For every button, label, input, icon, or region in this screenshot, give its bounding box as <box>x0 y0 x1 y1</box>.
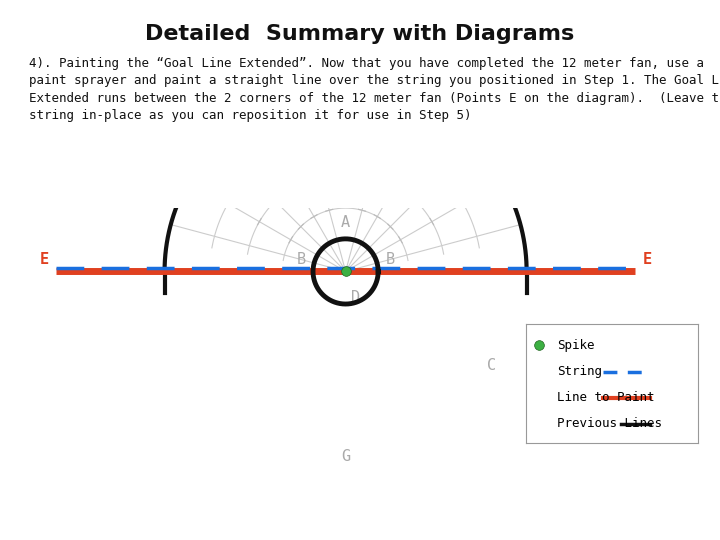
Text: C: C <box>487 358 496 373</box>
Text: G: G <box>341 449 350 464</box>
Text: E: E <box>642 252 652 267</box>
Text: Spike: Spike <box>557 339 594 352</box>
Text: Detailed  Summary with Diagrams: Detailed Summary with Diagrams <box>145 24 575 44</box>
Text: 4). Painting the “Goal Line Extended”. Now that you have completed the 12 meter : 4). Painting the “Goal Line Extended”. N… <box>29 57 720 122</box>
Text: A: A <box>341 215 350 230</box>
Text: Line to Paint: Line to Paint <box>557 391 654 404</box>
Text: B: B <box>297 252 306 267</box>
Text: D: D <box>351 289 360 305</box>
Text: Previous Lines: Previous Lines <box>557 417 662 430</box>
Text: String: String <box>557 365 602 378</box>
Text: B: B <box>385 252 395 267</box>
Text: E: E <box>40 252 49 267</box>
